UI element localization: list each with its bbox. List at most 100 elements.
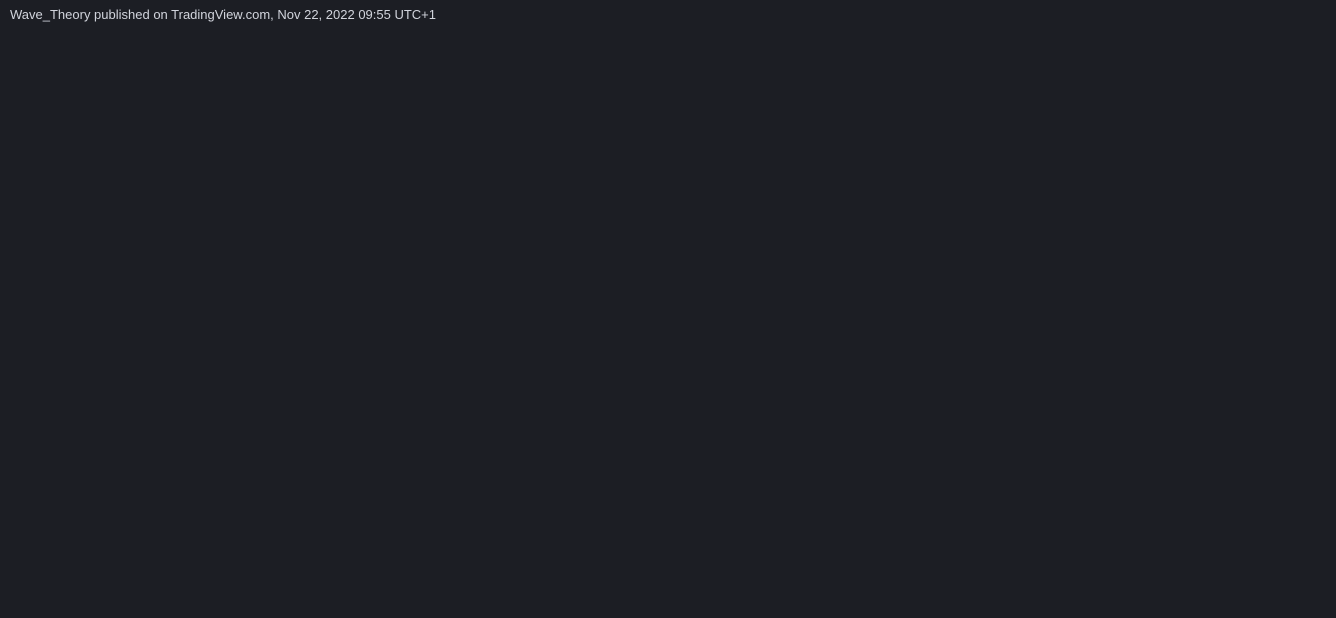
- candle-body: [665, 199, 672, 215]
- rsi-trend-line: [636, 430, 796, 439]
- price-tag-label: 57.0: [1261, 244, 1285, 258]
- y-tick-label: 90.0: [1262, 96, 1286, 110]
- x-tick-label: 21: [144, 562, 158, 576]
- x-tick-label: 12: [960, 562, 974, 576]
- header: Wave_Theory published on TradingView.com…: [10, 7, 436, 22]
- price-tag: [1214, 60, 1250, 76]
- candle-body: [416, 158, 423, 172]
- candle-body: [406, 171, 413, 177]
- candle-body: [138, 167, 145, 177]
- candle-body: [456, 134, 463, 147]
- y-tick-label: 80.0: [1262, 134, 1286, 148]
- candle-body: [267, 167, 274, 177]
- candle-body: [247, 167, 254, 172]
- price-tag: [1257, 169, 1293, 185]
- candle-body: [88, 130, 95, 147]
- candle-body: [486, 118, 493, 123]
- currency: USDT: [1262, 33, 1295, 47]
- trend-line: [626, 244, 816, 284]
- price-tag-label: 4.0: [1261, 459, 1278, 473]
- candle-body: [327, 167, 334, 177]
- candle-body: [297, 171, 304, 177]
- candle-body: [386, 180, 393, 186]
- candle-body: [545, 114, 552, 119]
- price-tag: [1257, 520, 1293, 536]
- candle-body: [28, 96, 35, 105]
- candle-body: [78, 126, 85, 131]
- chart-area: [10, 30, 1326, 582]
- candle-body: [515, 111, 522, 119]
- candle-body: [257, 167, 264, 177]
- candle-body: [724, 229, 731, 236]
- price-tag-label: 45.6: [1261, 316, 1285, 330]
- candle-body: [287, 163, 294, 172]
- candle-body: [158, 163, 165, 172]
- legend-h: 56.7: [251, 35, 275, 49]
- candle-body: [446, 142, 453, 147]
- candle-body: [197, 171, 204, 177]
- legend-change: −2.0 (−3.58%): [360, 35, 436, 49]
- candle-body: [168, 163, 175, 177]
- legend-h-label: H: [240, 35, 249, 49]
- candle-body: [356, 171, 363, 177]
- price-tag: [1257, 276, 1317, 292]
- y-tick-label: 64.0: [1262, 207, 1286, 221]
- candle-body: [237, 163, 244, 172]
- candle-body: [714, 229, 721, 236]
- candle-body: [684, 235, 691, 247]
- candle-body: [346, 163, 353, 172]
- candle-body: [148, 167, 155, 172]
- x-tick-label: 10: [333, 562, 347, 576]
- candle-body: [506, 104, 512, 112]
- x-tick-label: 12: [55, 562, 69, 576]
- candle-body: [68, 96, 75, 127]
- candle-body: [466, 130, 473, 135]
- price-tag-label: High: [1218, 60, 1243, 74]
- legend-c: 53.9: [330, 35, 354, 49]
- price-tag-label: 53.9: [1261, 262, 1285, 276]
- candle-body: [694, 224, 701, 236]
- candle-body: [525, 111, 532, 119]
- candle-body: [645, 185, 652, 247]
- candle-body: [118, 138, 125, 151]
- fib-label: 0.382(77.5): [1172, 139, 1233, 153]
- price-tag-label: 72.1: [1261, 169, 1285, 183]
- legend-o: 55.9: [210, 35, 234, 49]
- candle-body: [585, 96, 592, 123]
- candle-body: [48, 89, 55, 94]
- price-tag: [1257, 293, 1293, 309]
- price-tag: [1250, 418, 1298, 434]
- candle-body: [754, 251, 761, 258]
- trend-line: [9, 74, 1004, 179]
- candle-body: [436, 142, 443, 147]
- candle-body: [366, 176, 373, 181]
- candle-body: [187, 167, 194, 177]
- candle-body: [535, 111, 542, 119]
- trend-line: [9, 57, 766, 86]
- candle-body: [277, 163, 284, 168]
- price-tag-label: 53.0: [1261, 293, 1285, 307]
- candle-body: [674, 199, 681, 247]
- candle-body: [396, 176, 403, 181]
- candle-body: [595, 79, 602, 97]
- price-tag-label: Low: [1220, 293, 1242, 307]
- x-tick-label: 2023: [1152, 562, 1179, 576]
- fib-label: 0.65(94.2): [1172, 75, 1227, 89]
- candle-body: [337, 163, 344, 168]
- candle-body: [108, 138, 115, 143]
- candle-body: [18, 104, 25, 112]
- legend-l: 53: [290, 35, 304, 49]
- price-tag: [1257, 432, 1301, 448]
- logo: [10, 594, 24, 606]
- price-tag: [1257, 60, 1293, 76]
- legend-l-label: L: [280, 35, 287, 49]
- price-tag: [1257, 391, 1301, 407]
- price-tag: [1257, 262, 1317, 278]
- x-tick-label: Oct: [241, 562, 260, 576]
- candle-body: [476, 122, 483, 131]
- candle-body: [496, 104, 503, 119]
- candle-body: [555, 111, 562, 115]
- candle-body: [217, 167, 224, 172]
- candle-body: [744, 229, 751, 252]
